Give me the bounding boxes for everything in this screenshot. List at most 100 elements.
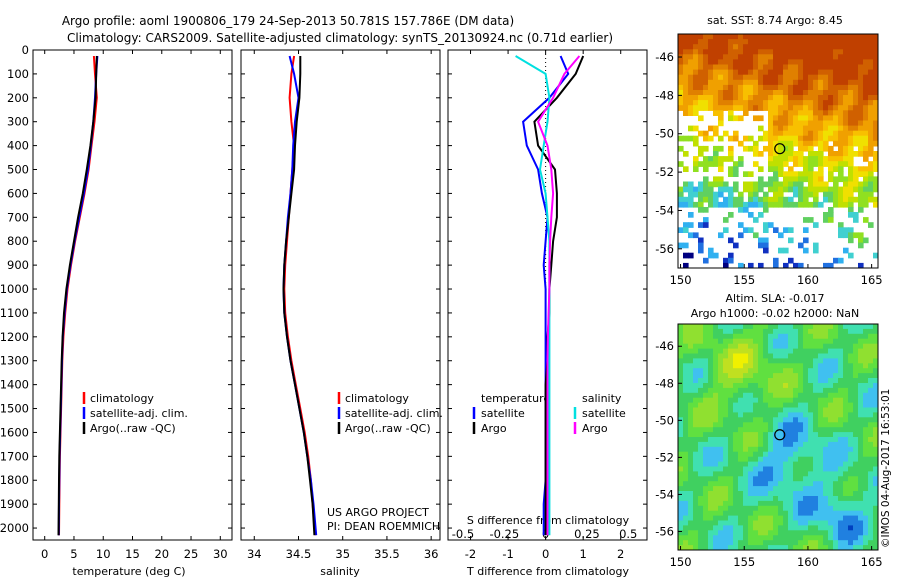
map-cell [843, 471, 849, 477]
map-cell [683, 90, 689, 96]
map-cell [823, 417, 829, 423]
map-cell [873, 252, 878, 259]
map-cell [808, 151, 814, 157]
map-cell [698, 373, 704, 379]
map-cell [828, 171, 834, 177]
map-cell [828, 397, 834, 404]
map-cell [833, 140, 839, 147]
map-cell [738, 525, 744, 531]
map-cell [868, 402, 874, 409]
series-group [515, 55, 585, 536]
series-line-salinity-satellite [515, 55, 551, 536]
map-cell [783, 441, 789, 448]
map-cell [798, 140, 804, 147]
map-cell [863, 441, 869, 448]
map-cell [823, 530, 829, 536]
map-cell [803, 486, 809, 492]
map-cell [773, 368, 779, 374]
map-cell [688, 90, 694, 96]
map-cell [793, 176, 799, 183]
map-cell [808, 328, 814, 335]
map-cell [868, 432, 874, 438]
map-cell [803, 120, 809, 127]
map-cell [713, 358, 719, 364]
map-cell [703, 181, 709, 188]
map-cell [868, 166, 874, 172]
map-cell [763, 333, 769, 340]
map-cell [863, 95, 869, 101]
map-cell [693, 79, 699, 86]
map-cell [688, 437, 694, 443]
map-cell [858, 171, 864, 177]
map-cell [868, 140, 874, 147]
map-cell [728, 171, 734, 177]
map-cell [783, 115, 789, 122]
map-cell [678, 491, 684, 497]
map-cell [703, 530, 709, 536]
map-cell [843, 466, 849, 472]
map-cell [803, 481, 809, 487]
map-y-tick-label: -54 [655, 203, 674, 217]
map-cell [798, 125, 804, 132]
map-cell [718, 84, 724, 91]
map-cell [708, 84, 714, 91]
map-cell [803, 135, 809, 142]
map-cell [778, 530, 784, 536]
map-cell [773, 348, 779, 355]
map-cell [753, 491, 759, 497]
map-cell [753, 525, 759, 531]
map-cell [858, 145, 864, 152]
map-cell [733, 500, 739, 507]
map-cell [758, 363, 764, 369]
map-cell [783, 151, 789, 157]
map-cell [748, 407, 754, 413]
map-cell [833, 338, 839, 345]
map-cell [723, 105, 729, 111]
map-cell [768, 343, 774, 350]
map-cell [808, 520, 814, 526]
map-cell [713, 383, 719, 389]
map-cell [783, 176, 789, 183]
map-cell [758, 69, 764, 76]
map-cell [843, 422, 849, 428]
map-cell [808, 343, 814, 350]
map-cell [818, 451, 824, 458]
map-cell [773, 34, 779, 40]
map-cell [803, 115, 809, 122]
map-cell [798, 432, 804, 438]
map-y-tick-label: -56 [655, 524, 674, 538]
map-cell [783, 363, 789, 369]
map-cell [773, 535, 779, 541]
map-cell [853, 446, 859, 453]
map-x-tick-label: 150 [670, 555, 692, 569]
map-cell [718, 510, 724, 517]
map-cell [873, 525, 878, 531]
map-cell [808, 530, 814, 536]
map-cell [713, 500, 719, 507]
map-cell [773, 427, 779, 433]
map-cell [828, 491, 834, 497]
map-cell [808, 407, 814, 413]
map-cell [723, 486, 729, 492]
map-cell [808, 95, 814, 101]
map-cell [718, 34, 724, 40]
map-cell [738, 207, 744, 213]
map-cell [753, 373, 759, 379]
map-cell [698, 505, 704, 512]
map-cell [748, 363, 754, 369]
map-cell [748, 44, 754, 50]
map-cell [693, 363, 699, 369]
map-cell [733, 105, 739, 111]
map-cell [788, 368, 794, 374]
map-cell [818, 176, 824, 183]
map-cell [818, 59, 824, 66]
map-cell [773, 196, 779, 203]
map-cell [853, 545, 859, 550]
map-cell [783, 358, 789, 364]
map-cell [868, 383, 874, 389]
map-cell [853, 535, 859, 541]
map-cell [728, 166, 734, 172]
map-cell [793, 417, 799, 423]
map-cell [783, 348, 789, 355]
map-cell [713, 74, 719, 81]
